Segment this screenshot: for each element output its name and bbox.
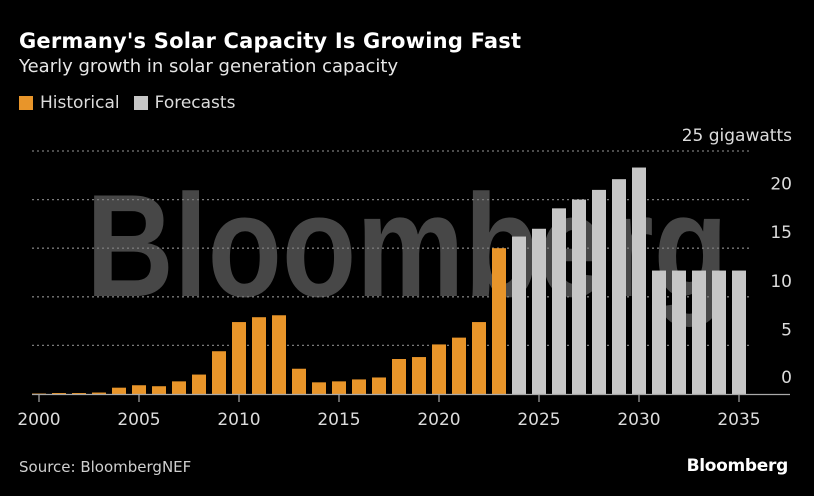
bar-forecast-2028 xyxy=(592,189,606,394)
bar-historical-2012 xyxy=(272,315,286,394)
legend-label-forecasts: Forecasts xyxy=(154,93,236,113)
bar-forecast-2025 xyxy=(532,228,546,394)
bar-historical-2005 xyxy=(132,385,146,394)
bar-forecast-2030 xyxy=(632,167,646,394)
watermark: Bloomberg xyxy=(86,164,728,327)
bar-historical-2022 xyxy=(472,322,486,394)
bar-forecast-2031 xyxy=(652,270,666,394)
bar-historical-2006 xyxy=(152,386,166,394)
x-tick-label-2025: 2025 xyxy=(517,410,560,430)
bar-historical-2014 xyxy=(312,382,326,394)
bar-historical-2023 xyxy=(492,248,506,394)
bar-historical-2015 xyxy=(332,381,346,394)
bar-historical-2016 xyxy=(352,379,366,394)
bar-forecast-2035 xyxy=(732,270,746,394)
y-tick-label-15: 15 xyxy=(770,223,792,243)
legend-swatch-forecasts xyxy=(133,96,148,110)
bloomberg-logo: Bloomberg xyxy=(686,456,789,476)
bar-historical-2007 xyxy=(172,381,186,394)
bar-forecast-2026 xyxy=(552,208,566,394)
bar-historical-2011 xyxy=(252,317,266,394)
bar-historical-2010 xyxy=(232,322,246,394)
bar-historical-2018 xyxy=(392,359,406,394)
bar-historical-2001 xyxy=(52,393,66,394)
x-tick-label-2010: 2010 xyxy=(217,410,260,430)
bar-historical-2009 xyxy=(212,351,226,394)
x-tick-label-2035: 2035 xyxy=(717,410,760,430)
bar-historical-2017 xyxy=(372,377,386,394)
source-note: Source: BloombergNEF xyxy=(19,458,192,476)
chart-title: Germany's Solar Capacity Is Growing Fast xyxy=(19,29,522,53)
bar-forecast-2029 xyxy=(612,179,626,394)
bar-historical-2019 xyxy=(412,357,426,394)
bar-historical-2003 xyxy=(92,392,106,394)
legend: Historical Forecasts xyxy=(19,93,249,113)
bar-forecast-2032 xyxy=(672,270,686,394)
legend-label-historical: Historical xyxy=(40,93,120,113)
legend-swatch-historical xyxy=(19,96,33,110)
bar-historical-2008 xyxy=(192,374,206,394)
bar-forecast-2033 xyxy=(692,270,706,394)
y-tick-label-25: 25 gigawatts xyxy=(682,126,792,146)
bar-historical-2020 xyxy=(432,344,446,394)
bar-historical-2021 xyxy=(452,337,466,394)
x-tick-label-2030: 2030 xyxy=(617,410,660,430)
bar-forecast-2034 xyxy=(712,270,726,394)
y-tick-label-10: 10 xyxy=(770,272,792,292)
y-tick-label-5: 5 xyxy=(781,320,792,340)
bar-historical-2013 xyxy=(292,368,306,394)
y-tick-label-20: 20 xyxy=(770,175,792,195)
x-tick-label-2020: 2020 xyxy=(417,410,460,430)
legend-item-historical: Historical xyxy=(19,93,120,113)
legend-item-forecasts: Forecasts xyxy=(133,93,236,113)
x-tick-label-2005: 2005 xyxy=(117,410,160,430)
x-tick-label-2015: 2015 xyxy=(317,410,360,430)
bar-historical-2004 xyxy=(112,387,126,394)
x-tick-label-2000: 2000 xyxy=(17,410,60,430)
bar-forecast-2027 xyxy=(572,199,586,394)
chart-subtitle: Yearly growth in solar generation capaci… xyxy=(19,56,399,77)
bar-forecast-2024 xyxy=(512,236,526,394)
bar-historical-2002 xyxy=(72,393,86,394)
y-tick-label-0: 0 xyxy=(781,368,792,388)
